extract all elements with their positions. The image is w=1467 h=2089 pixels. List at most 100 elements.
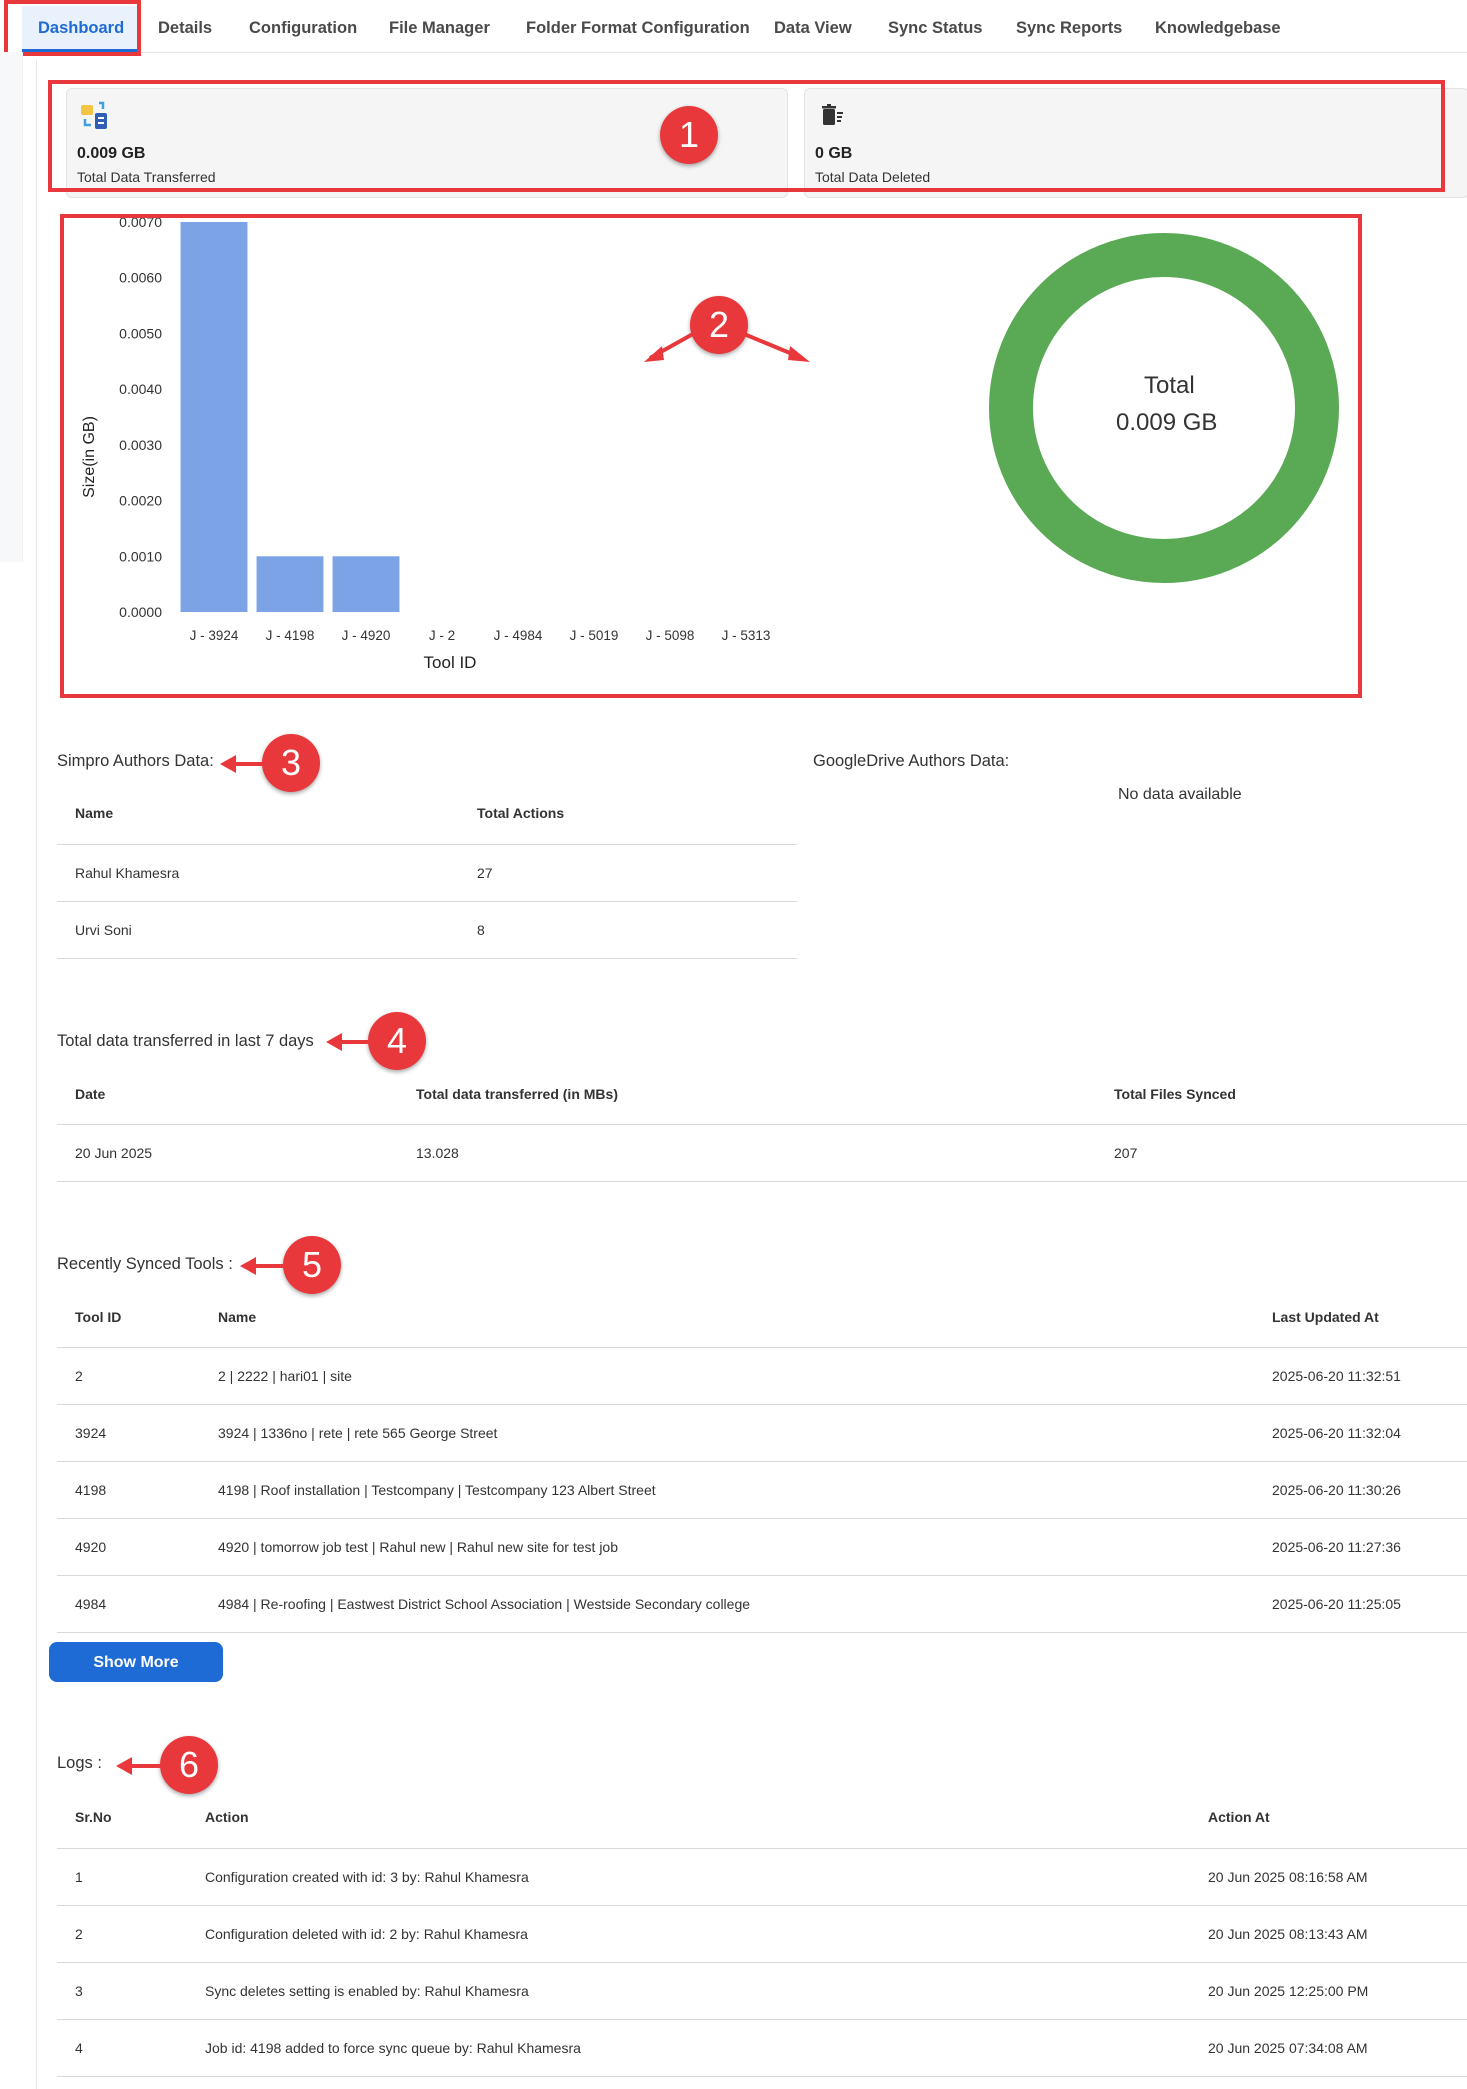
x-tick-label: J - 5313 <box>722 628 771 643</box>
divider <box>57 1905 1467 1906</box>
tool-last-updated: 2025-06-20 11:27:36 <box>1272 1539 1401 1555</box>
log-action: Configuration created with id: 3 by: Rah… <box>205 1869 529 1885</box>
divider <box>57 1124 1467 1125</box>
tab-dashboard[interactable]: Dashboard <box>22 6 138 52</box>
recent-col-name: Name <box>218 1309 257 1325</box>
logs-col-action-at: Action At <box>1208 1809 1270 1825</box>
tool-id: 4984 <box>75 1596 107 1612</box>
divider <box>57 1632 1467 1633</box>
log-action-at: 20 Jun 2025 08:16:58 AM <box>1208 1869 1368 1885</box>
tab-sync-status[interactable]: Sync Status <box>888 19 983 37</box>
show-more-button[interactable]: Show More <box>49 1642 223 1682</box>
annotation-badge-2: 2 <box>690 296 748 354</box>
bar <box>332 556 400 612</box>
tool-last-updated: 2025-06-20 11:32:04 <box>1272 1425 1401 1441</box>
author-name: Rahul Khamesra <box>75 865 180 881</box>
donut-slice-total <box>989 233 1339 583</box>
tab-details[interactable]: Details <box>158 19 213 37</box>
log-srno: 2 <box>75 1926 83 1942</box>
log-action: Sync deletes setting is enabled by: Rahu… <box>205 1983 529 1999</box>
logs-col-action: Action <box>205 1809 249 1825</box>
logs-title: Logs : <box>57 1754 102 1772</box>
left-rail <box>0 52 23 562</box>
divider <box>57 1181 1467 1182</box>
x-tick-label: J - 5019 <box>570 628 619 643</box>
divider <box>57 1848 1467 1849</box>
annotation-arrow-6 <box>116 1757 162 1775</box>
donut-chart: Total 0.009 GB <box>989 233 1339 583</box>
annotation-badge-1: 1 <box>660 106 718 164</box>
y-axis-label: Size(in GB) <box>81 416 98 498</box>
divider <box>57 2019 1467 2020</box>
annotation-badge-3: 3 <box>262 734 320 792</box>
tab-file-manager[interactable]: File Manager <box>389 19 490 37</box>
donut-center-value: 0.009 GB <box>1116 409 1217 436</box>
last7-transferred: 13.028 <box>416 1145 459 1161</box>
annotation-arrow-5 <box>240 1257 286 1275</box>
divider <box>57 958 797 959</box>
y-tick-label: 0.0040 <box>119 381 162 397</box>
log-action-at: 20 Jun 2025 12:25:00 PM <box>1208 1983 1369 1999</box>
bar-chart: 0.0000 0.0010 0.0020 0.0030 0.0040 0.0050 0.00… <box>81 216 771 672</box>
divider <box>57 1347 1467 1348</box>
log-action: Configuration deleted with id: 2 by: Rah… <box>205 1926 528 1942</box>
x-tick-label: J - 5098 <box>646 628 695 643</box>
tool-id: 4920 <box>75 1539 107 1555</box>
tool-name: 4920 | tomorrow job test | Rahul new | R… <box>218 1539 618 1555</box>
recent-col-tool-id: Tool ID <box>75 1309 122 1325</box>
tab-data-view[interactable]: Data View <box>774 19 852 37</box>
annotation-badge-6: 6 <box>160 1736 218 1794</box>
annotation-box-tab <box>4 0 141 56</box>
divider <box>57 1461 1467 1462</box>
total-data-transferred-value: 0.009 GB <box>77 145 146 162</box>
author-total-actions: 8 <box>477 922 485 938</box>
y-tick-label: 0.0050 <box>119 325 162 341</box>
y-tick-label: 0.0030 <box>119 437 162 453</box>
tool-name: 2 | 2222 | hari01 | site <box>218 1368 352 1384</box>
tool-id: 2 <box>75 1368 83 1384</box>
bar <box>180 222 248 612</box>
tool-name: 4984 | Re-roofing | Eastwest District Sc… <box>218 1596 751 1612</box>
x-tick-label: J - 2 <box>429 628 455 643</box>
googledrive-no-data: No data available <box>1118 786 1242 803</box>
tool-name: 4198 | Roof installation | Testcompany |… <box>218 1482 656 1498</box>
tool-last-updated: 2025-06-20 11:32:51 <box>1272 1368 1401 1384</box>
donut-center-label: Total <box>1144 372 1195 399</box>
last7-date: 20 Jun 2025 <box>75 1145 153 1161</box>
log-srno: 3 <box>75 1983 83 1999</box>
x-tick-label: J - 3924 <box>190 628 239 643</box>
googledrive-authors-title: GoogleDrive Authors Data: <box>813 752 1010 770</box>
data-transfer-icon <box>81 101 107 129</box>
log-action: Job id: 4198 added to force sync queue b… <box>205 2040 581 2056</box>
annotation-box-charts <box>60 214 1362 698</box>
tab-sync-reports[interactable]: Sync Reports <box>1016 19 1123 37</box>
divider <box>57 2076 1467 2077</box>
annotation-box-cards <box>48 80 1445 192</box>
y-tick-label: 0.0060 <box>119 270 162 286</box>
content-border <box>36 60 37 2089</box>
simpro-authors-title: Simpro Authors Data: <box>57 752 214 770</box>
divider <box>57 1404 1467 1405</box>
y-tick-label: 0.0010 <box>119 548 162 564</box>
total-data-transferred-label: Total Data Transferred <box>77 169 216 185</box>
divider <box>57 1518 1467 1519</box>
last7-title: Total data transferred in last 7 days <box>57 1032 314 1050</box>
annotation-badge-4: 4 <box>368 1012 426 1070</box>
divider <box>57 1575 1467 1576</box>
tab-knowledgebase[interactable]: Knowledgebase <box>1155 19 1281 37</box>
card-total-data-transferred: 0.009 GB Total Data Transferred <box>66 88 788 198</box>
tab-configuration[interactable]: Configuration <box>249 19 358 37</box>
annotation-arrows-2 <box>644 328 810 362</box>
last7-files-synced: 207 <box>1114 1145 1138 1161</box>
divider <box>57 901 797 902</box>
last7-col-transferred: Total data transferred (in MBs) <box>416 1086 618 1102</box>
authors-col-name: Name <box>75 805 114 821</box>
tab-folder-format-configuration[interactable]: Folder Format Configuration <box>526 19 750 37</box>
authors-col-total-actions: Total Actions <box>477 805 565 821</box>
recent-col-last-updated: Last Updated At <box>1272 1309 1379 1325</box>
tool-last-updated: 2025-06-20 11:30:26 <box>1272 1482 1401 1498</box>
log-srno: 1 <box>75 1869 83 1885</box>
last7-col-files-synced: Total Files Synced <box>1114 1086 1236 1102</box>
x-axis-label: Tool ID <box>424 653 477 672</box>
log-action-at: 20 Jun 2025 08:13:43 AM <box>1208 1926 1368 1942</box>
